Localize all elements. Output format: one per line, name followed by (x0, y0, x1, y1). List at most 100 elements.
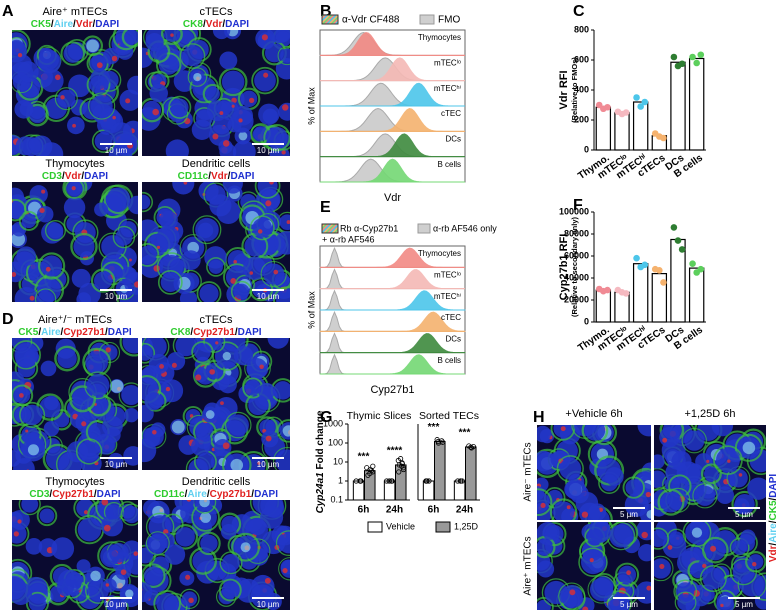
nucleus (166, 351, 186, 371)
data-point (604, 103, 611, 111)
legend-label: α-rb AF546 only (433, 223, 497, 233)
stain: DAPI (97, 489, 121, 500)
signal (230, 277, 237, 284)
legend-label: FMO (438, 15, 460, 26)
separator: / (222, 19, 225, 30)
membrane (37, 252, 66, 280)
nucleus (747, 477, 766, 500)
data-point (439, 438, 445, 444)
nucleus (625, 479, 642, 496)
membrane (275, 530, 290, 557)
membrane (713, 589, 737, 610)
signal (205, 410, 215, 419)
separator: / (94, 489, 97, 500)
nucleus (108, 598, 126, 610)
data-point (434, 437, 440, 443)
signal (231, 104, 235, 108)
stain: DAPI (95, 19, 119, 30)
signal (261, 34, 268, 41)
signal (199, 500, 210, 508)
signal (152, 108, 159, 116)
membrane (145, 531, 170, 556)
signal (641, 531, 648, 539)
nucleus (142, 582, 153, 603)
micrograph: 10 µm (142, 500, 290, 610)
membrane (278, 557, 290, 581)
nucleus (275, 449, 290, 470)
nucleus (94, 433, 116, 455)
nucleus (537, 539, 553, 556)
signal (264, 577, 271, 584)
data-point (426, 478, 432, 484)
data-point (670, 53, 678, 61)
signal (71, 186, 76, 191)
membrane (191, 341, 214, 364)
nucleus (94, 202, 109, 217)
separator: / (73, 19, 76, 30)
nucleus (123, 446, 138, 466)
micrograph: 5 µm (654, 425, 766, 520)
y-tick-label: 60000 (564, 250, 589, 260)
signal (72, 123, 76, 128)
nucleus (142, 194, 151, 210)
y-tick-label: 800 (574, 24, 589, 34)
nucleus (51, 537, 75, 561)
nucleus (12, 201, 24, 219)
nucleus (21, 213, 36, 229)
y-tick-label: 0 (584, 316, 589, 326)
stain: CK5 (31, 19, 51, 30)
stain: DAPI (238, 327, 262, 338)
data-point (633, 254, 640, 262)
nucleus (182, 45, 203, 67)
bar (364, 470, 376, 501)
nucleus (589, 522, 611, 543)
stain: DAPI (108, 327, 132, 338)
data-point (389, 478, 395, 484)
data-point (689, 53, 696, 61)
micrograph: 10 µm (142, 182, 290, 302)
signal (727, 459, 731, 463)
signal (662, 437, 668, 443)
nucleus (57, 348, 77, 369)
signal (566, 505, 571, 510)
membrane (12, 384, 34, 407)
nucleus (222, 182, 243, 194)
nucleus (260, 505, 284, 529)
bar (422, 480, 435, 501)
separator: / (62, 171, 65, 182)
signal (96, 62, 103, 69)
separator: / (768, 520, 779, 523)
image-title: Aire⁺ mTECs (42, 6, 108, 18)
membrane (681, 427, 707, 454)
nucleus (93, 271, 113, 290)
nucleus (191, 119, 213, 140)
membrane (112, 30, 138, 51)
membrane (192, 215, 222, 245)
membrane (84, 371, 112, 400)
significance: **** (387, 446, 403, 457)
signal (185, 574, 191, 580)
data-point (357, 478, 363, 484)
nucleus (232, 140, 256, 156)
signal (193, 72, 202, 82)
nucleus (654, 530, 667, 547)
membrane (44, 219, 67, 242)
nucleus (123, 506, 138, 524)
data-point (384, 478, 390, 484)
stain: CK8 (183, 19, 203, 30)
label-text: Fold change (315, 410, 326, 469)
micrograph: 10 µm (12, 30, 138, 156)
membrane (657, 488, 685, 516)
image-title: cTECs (200, 6, 234, 18)
nucleus (694, 485, 716, 506)
signal (248, 97, 255, 104)
nucleus (30, 135, 53, 156)
y-axis-label: % of Max (306, 291, 316, 329)
signal (112, 115, 116, 120)
chart-title: Vdr RFI (558, 70, 570, 109)
signal (257, 461, 261, 465)
membrane (249, 215, 275, 241)
membrane (142, 191, 154, 213)
stain: Aire (41, 327, 61, 338)
bar (595, 289, 612, 323)
